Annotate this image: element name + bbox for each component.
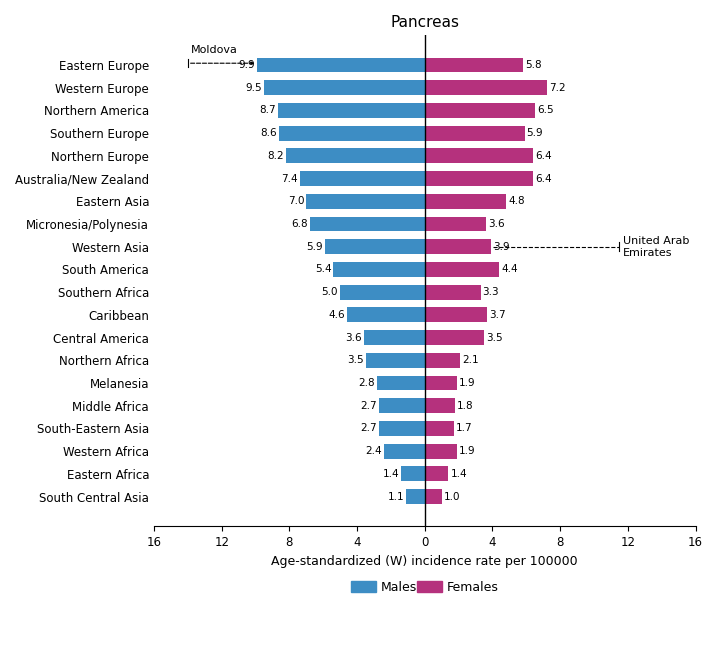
Bar: [425, 466, 449, 481]
Text: 5.0: 5.0: [322, 287, 338, 297]
Text: 1.0: 1.0: [444, 491, 460, 502]
Bar: [425, 489, 442, 504]
Bar: [333, 262, 425, 277]
Bar: [425, 149, 533, 163]
Text: 2.1: 2.1: [462, 355, 479, 365]
Text: 6.4: 6.4: [535, 174, 551, 183]
Bar: [299, 171, 425, 186]
Bar: [325, 239, 425, 254]
Text: 3.7: 3.7: [490, 310, 506, 320]
Bar: [379, 421, 425, 436]
Bar: [307, 194, 425, 209]
Text: 6.5: 6.5: [537, 105, 554, 115]
Bar: [364, 330, 425, 345]
Text: 3.5: 3.5: [347, 355, 363, 365]
Bar: [365, 353, 425, 367]
Bar: [379, 398, 425, 413]
Text: 2.7: 2.7: [360, 423, 377, 434]
Text: 6.8: 6.8: [291, 219, 307, 229]
Text: United Arab
Emirates: United Arab Emirates: [623, 236, 689, 257]
Text: 5.9: 5.9: [307, 242, 323, 252]
Bar: [425, 262, 499, 277]
Bar: [378, 375, 425, 390]
Text: 9.9: 9.9: [238, 60, 255, 70]
Text: 5.8: 5.8: [525, 60, 541, 70]
Bar: [384, 443, 425, 458]
Legend: Males, Females: Males, Females: [345, 576, 504, 599]
Text: 9.5: 9.5: [246, 83, 262, 93]
X-axis label: Age-standardized (W) incidence rate per 100000: Age-standardized (W) incidence rate per …: [271, 555, 578, 567]
Text: 7.0: 7.0: [288, 196, 304, 206]
Text: 1.7: 1.7: [455, 423, 472, 434]
Text: 1.4: 1.4: [383, 469, 399, 479]
Text: 7.2: 7.2: [549, 83, 565, 93]
Text: 8.7: 8.7: [259, 105, 276, 115]
Text: 2.4: 2.4: [365, 446, 382, 456]
Bar: [425, 443, 457, 458]
Text: 1.1: 1.1: [388, 491, 404, 502]
Bar: [425, 81, 546, 95]
Text: 1.9: 1.9: [459, 378, 475, 388]
Text: 3.6: 3.6: [488, 219, 504, 229]
Text: 5.4: 5.4: [314, 265, 331, 274]
Bar: [401, 466, 425, 481]
Text: 6.4: 6.4: [535, 151, 551, 161]
Bar: [278, 103, 425, 118]
Text: 1.4: 1.4: [450, 469, 467, 479]
Text: 8.2: 8.2: [267, 151, 284, 161]
Text: 3.9: 3.9: [493, 242, 509, 252]
Text: 4.8: 4.8: [508, 196, 525, 206]
Text: 4.6: 4.6: [328, 310, 345, 320]
Title: Pancreas: Pancreas: [391, 15, 460, 30]
Text: 2.8: 2.8: [359, 378, 376, 388]
Text: 1.8: 1.8: [457, 401, 474, 411]
Bar: [425, 307, 488, 322]
Bar: [279, 126, 425, 141]
Bar: [425, 103, 535, 118]
Text: Moldova: Moldova: [191, 45, 238, 55]
Text: 1.9: 1.9: [459, 446, 475, 456]
Text: 5.9: 5.9: [526, 128, 544, 138]
Bar: [425, 217, 485, 231]
Bar: [425, 239, 490, 254]
Text: 3.5: 3.5: [486, 333, 503, 343]
Bar: [425, 353, 460, 367]
Bar: [340, 285, 425, 299]
Bar: [425, 285, 480, 299]
Text: 7.4: 7.4: [281, 174, 297, 183]
Text: 4.4: 4.4: [501, 265, 518, 274]
Bar: [347, 307, 425, 322]
Bar: [425, 398, 455, 413]
Bar: [406, 489, 425, 504]
Text: 8.6: 8.6: [261, 128, 277, 138]
Bar: [264, 81, 425, 95]
Bar: [425, 421, 454, 436]
Bar: [257, 58, 425, 73]
Text: 2.7: 2.7: [360, 401, 377, 411]
Bar: [425, 194, 506, 209]
Bar: [425, 171, 533, 186]
Text: 3.6: 3.6: [345, 333, 362, 343]
Text: 3.3: 3.3: [482, 287, 499, 297]
Bar: [425, 58, 523, 73]
Bar: [425, 330, 484, 345]
Bar: [286, 149, 425, 163]
Bar: [309, 217, 425, 231]
Bar: [425, 126, 525, 141]
Bar: [425, 375, 457, 390]
